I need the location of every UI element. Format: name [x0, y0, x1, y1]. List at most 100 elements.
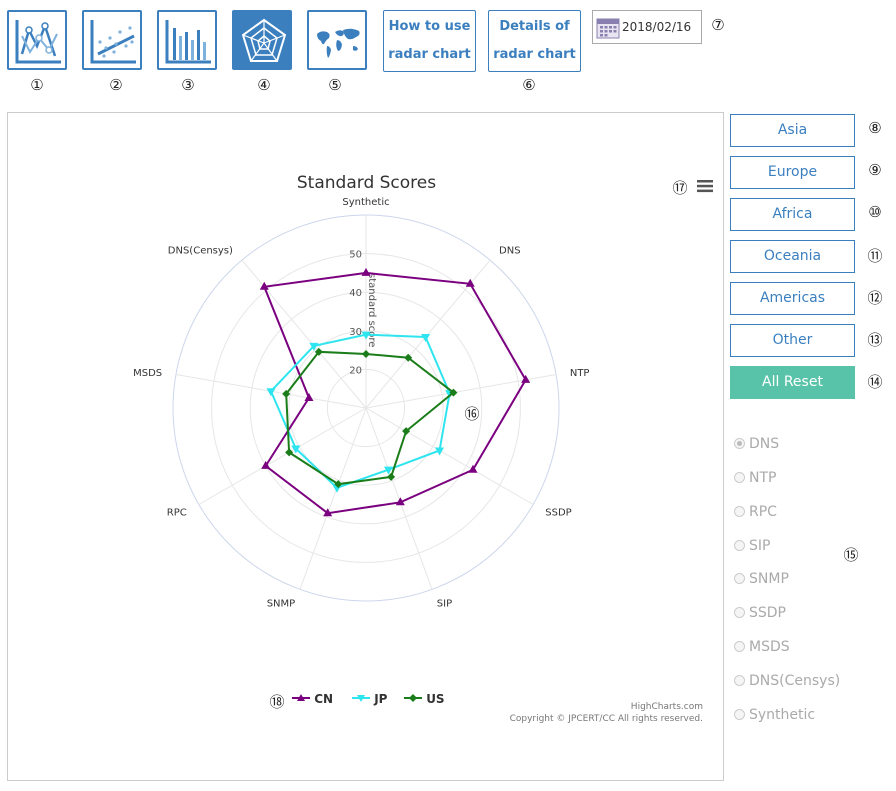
region-asia-button[interactable]: Asia — [730, 114, 855, 147]
data-point-jp — [421, 334, 431, 343]
marker-13: ⑬ — [867, 331, 883, 349]
legend-marker: ⑱ — [269, 693, 285, 711]
details-line-2: radar chart — [493, 47, 576, 62]
data-point-jp — [291, 445, 301, 454]
scatter-chart-button[interactable] — [82, 10, 142, 70]
radio-snmp[interactable]: SNMP — [734, 571, 789, 591]
how-to-line-2: radar chart — [388, 47, 471, 62]
radio-dns[interactable]: DNS — [734, 436, 779, 456]
radio-label: DNS — [749, 436, 780, 452]
scatter-chart-icon — [90, 20, 136, 64]
marker-5: ⑤ — [328, 76, 342, 94]
radio-synthetic[interactable]: Synthetic — [734, 707, 815, 727]
legend-us-symbol — [404, 694, 422, 702]
marker-11: ⑪ — [867, 247, 883, 265]
radio-circle — [734, 607, 745, 618]
radial-tick-label: 20 — [349, 365, 362, 376]
data-point-us — [449, 388, 458, 397]
how-to-line-1: How to use — [388, 19, 471, 34]
grid-spoke — [299, 407, 367, 590]
radio-label: SNMP — [749, 571, 789, 587]
series-line-cn — [262, 271, 527, 515]
marker-2: ② — [109, 76, 123, 94]
radio-circle — [734, 540, 745, 551]
category-label: SNMP — [267, 599, 296, 610]
details-line-1: Details of — [499, 19, 570, 34]
credits-copyright: Copyright © JPCERT/CC All rights reserve… — [509, 714, 703, 724]
credits-highcharts[interactable]: HighCharts.com — [630, 702, 703, 712]
data-point-us — [362, 349, 370, 358]
radar-chart-button[interactable] — [232, 10, 292, 70]
data-point-us — [285, 448, 294, 457]
marker-6: ⑥ — [522, 76, 536, 94]
data-point-us — [402, 427, 411, 436]
radar-chart: Synthetic DNS NTP SSDP SIP SNMP RPC MSDS DNS(Cen… — [133, 197, 590, 610]
date-picker[interactable]: 2018/02/16 — [592, 10, 702, 44]
details-of-radar-chart-button[interactable]: Details of radar chart — [488, 10, 581, 72]
radio-circle — [734, 641, 745, 652]
legend-jp-label: JP — [374, 692, 388, 706]
legend-item-cn[interactable]: CN — [292, 692, 333, 706]
category-label: SSDP — [545, 508, 571, 519]
chart-title: Standard Scores — [296, 173, 437, 193]
region-africa-button[interactable]: Africa — [730, 198, 855, 231]
radio-label: Synthetic — [749, 707, 816, 723]
chart-panel: Standard Scores ⑰ Synthetic DNS NTP SSDP SIP… — [7, 112, 724, 781]
radio-label: NTP — [749, 470, 777, 486]
radio-circle — [734, 675, 745, 686]
world-map-button[interactable] — [307, 10, 367, 70]
legend-item-jp[interactable]: JP — [352, 692, 387, 706]
category-label: DNS(Censys) — [168, 245, 233, 256]
radio-label: MSDS — [749, 639, 790, 655]
legend-item-us[interactable]: US — [404, 692, 445, 706]
radio-circle — [734, 472, 745, 483]
radio-rpc[interactable]: RPC — [734, 504, 777, 524]
category-label: NTP — [570, 368, 590, 379]
marker-3: ③ — [181, 76, 195, 94]
series-line-us — [285, 350, 456, 486]
all-reset-button[interactable]: All Reset — [730, 366, 855, 399]
how-to-use-radar-chart-button[interactable]: How to use radar chart — [383, 10, 476, 72]
marker-14: ⑭ — [867, 373, 883, 391]
marker-15: ⑮ — [843, 546, 859, 564]
grid-spoke — [365, 407, 433, 590]
radio-ntp[interactable]: NTP — [734, 470, 776, 490]
data-point-jp — [435, 447, 445, 456]
hamburger-menu-icon[interactable] — [696, 179, 714, 193]
data-point-us — [404, 353, 413, 362]
marker-7: ⑦ — [711, 16, 725, 34]
axis-title: standard score — [366, 273, 377, 347]
legend-cn-label: CN — [314, 692, 334, 706]
marker-1: ① — [30, 76, 44, 94]
data-point-us — [314, 347, 323, 356]
data-point-cn — [323, 508, 333, 517]
data-point-cn — [261, 460, 271, 469]
radio-msds[interactable]: MSDS — [734, 639, 790, 659]
data-point-us — [334, 480, 343, 489]
data-point-jp — [383, 466, 393, 475]
region-oceania-button[interactable]: Oceania — [730, 240, 855, 273]
data-point-jp — [309, 342, 319, 351]
bar-chart-button[interactable] — [157, 10, 217, 70]
radial-tick-label: 30 — [349, 327, 362, 338]
calendar-icon — [596, 18, 620, 39]
radio-dns-censys[interactable]: DNS(Censys) — [734, 673, 840, 693]
marker-12: ⑫ — [867, 289, 883, 307]
category-label: DNS — [499, 245, 521, 256]
radio-circle — [734, 438, 745, 449]
region-other-button[interactable]: Other — [730, 324, 855, 357]
category-label: MSDS — [133, 368, 162, 379]
radio-circle — [734, 709, 745, 720]
data-point-cn — [465, 278, 475, 287]
data-point-cn — [304, 392, 314, 401]
radio-label: DNS(Censys) — [749, 673, 841, 689]
region-americas-button[interactable]: Americas — [730, 282, 855, 315]
radio-sip[interactable]: SIP — [734, 538, 770, 558]
legend-cn-symbol — [292, 694, 310, 701]
radio-circle — [734, 573, 745, 584]
radio-ssdp[interactable]: SSDP — [734, 605, 786, 625]
line-chart-button[interactable] — [7, 10, 67, 70]
category-label: RPC — [167, 508, 187, 519]
data-point-us — [387, 472, 396, 481]
region-europe-button[interactable]: Europe — [730, 156, 855, 189]
